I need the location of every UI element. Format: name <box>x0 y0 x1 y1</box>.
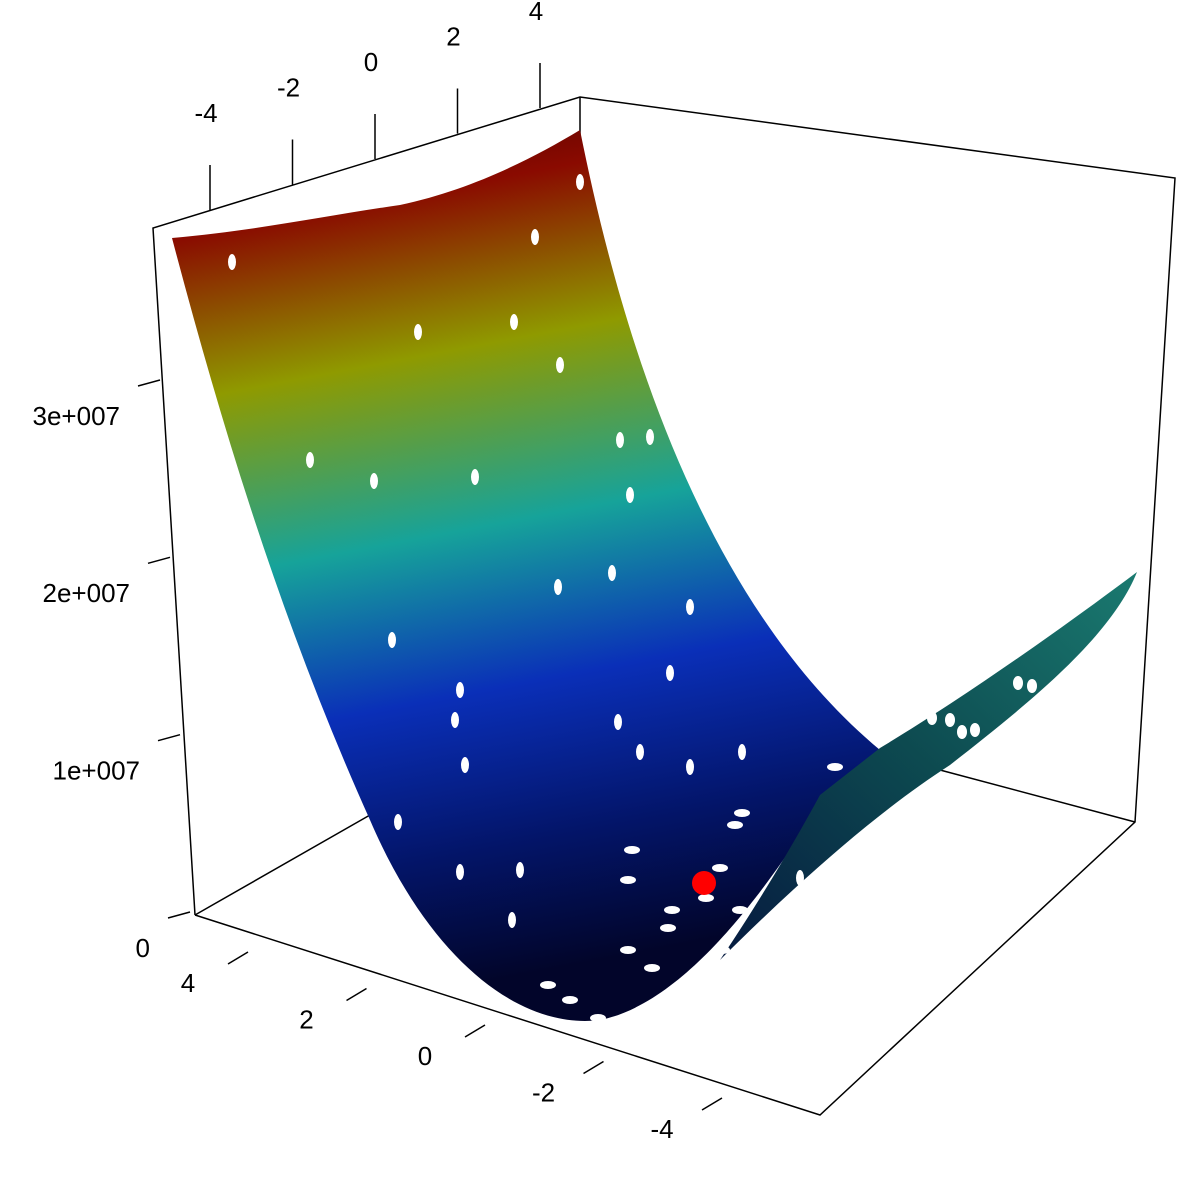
y-tick-label: -4 <box>650 1114 673 1144</box>
x-tick-label: 0 <box>364 47 378 77</box>
z-tick-label: 1e+007 <box>53 756 140 786</box>
y-tick-label: 2 <box>299 1004 313 1034</box>
z-tick-label: 2e+007 <box>43 578 130 608</box>
z-tick <box>157 733 181 742</box>
y-tick-label: 4 <box>181 968 195 998</box>
x-tick-label: -2 <box>277 72 300 102</box>
y-tick-label: -2 <box>532 1077 555 1107</box>
z-tick <box>137 379 161 387</box>
y-tick <box>346 987 367 1002</box>
x-tick-label: -4 <box>194 98 217 128</box>
point-markers <box>228 174 1037 1022</box>
y-tick-label: 0 <box>418 1041 432 1071</box>
surface-flap <box>720 572 1137 960</box>
highlight-point <box>692 871 716 895</box>
z-tick-label: 3e+007 <box>33 401 120 431</box>
z-tick <box>147 556 171 565</box>
x-tick-label: 4 <box>529 0 543 26</box>
x-tick-label: 2 <box>446 21 460 51</box>
y-tick <box>227 951 249 965</box>
bounding-box <box>152 96 1176 1116</box>
z-tick-label: 0 <box>136 933 150 963</box>
y-tick <box>701 1097 723 1111</box>
y-tick <box>583 1060 604 1075</box>
z-tick <box>167 911 191 919</box>
y-tick <box>464 1024 486 1038</box>
surface <box>172 130 880 1021</box>
